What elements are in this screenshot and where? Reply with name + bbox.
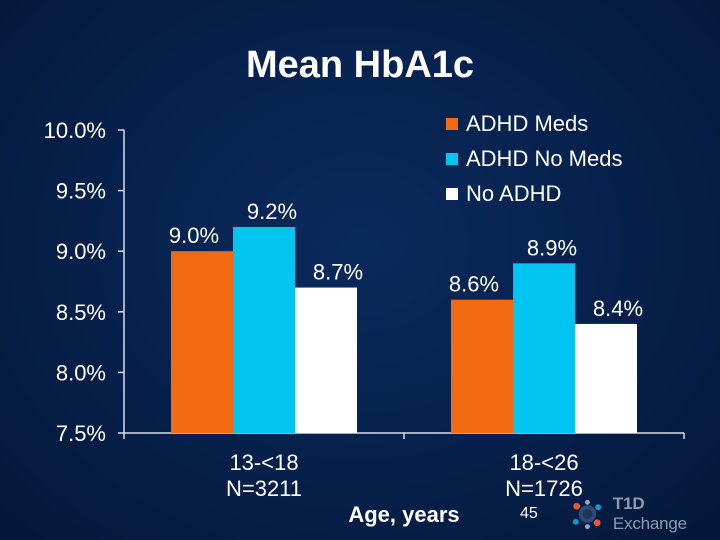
legend-swatch-adhd-meds [446, 117, 458, 130]
legend-item-adhd-no-meds: ADHD No Meds [446, 141, 622, 176]
legend-label-adhd-meds: ADHD Meds [466, 110, 589, 136]
legend-item-no-adhd: No ADHD [446, 176, 622, 211]
x-axis-title: Age, years [348, 502, 459, 527]
y-tick-label: 9.5% [56, 179, 106, 204]
x-category-label: 13-<18 [229, 450, 298, 475]
y-tick-label: 9.0% [56, 239, 106, 264]
x-category-n-label: N=1726 [505, 476, 583, 501]
data-label: 9.0% [169, 223, 219, 248]
data-label: 8.4% [593, 296, 643, 321]
legend-label-no-adhd: No ADHD [466, 180, 562, 206]
bar [451, 299, 513, 433]
bar [171, 251, 233, 433]
y-tick-label: 7.5% [56, 421, 106, 446]
bar [295, 287, 357, 433]
data-label: 8.9% [527, 235, 577, 260]
data-label: 8.7% [313, 260, 363, 285]
bar [233, 226, 295, 433]
x-category-n-label: N=3211 [226, 476, 302, 501]
t1d-exchange-logo-text: T1D Exchange [612, 494, 687, 533]
legend-swatch-no-adhd [446, 187, 458, 200]
t1d-exchange-logo-icon [572, 499, 602, 530]
data-label: 9.2% [247, 199, 297, 224]
legend-swatch-adhd-no-meds [446, 152, 458, 165]
y-tick-label: 8.0% [56, 360, 106, 385]
data-label: 8.6% [449, 272, 499, 297]
legend-item-adhd-meds: ADHD Meds [446, 106, 622, 141]
page-number: 45 [520, 505, 538, 522]
t1d-exchange-logo: T1D Exchange [568, 494, 720, 534]
chart-title: Mean HbA1c [245, 44, 475, 86]
bar [575, 323, 637, 433]
y-tick-label: 10.0% [44, 118, 106, 143]
bar [513, 263, 575, 433]
x-category-label: 18-<26 [509, 450, 578, 475]
legend-label-adhd-no-meds: ADHD No Meds [466, 145, 623, 171]
y-tick-label: 8.5% [56, 300, 106, 325]
chart-legend: ADHD Meds ADHD No Meds No ADHD [446, 106, 622, 211]
